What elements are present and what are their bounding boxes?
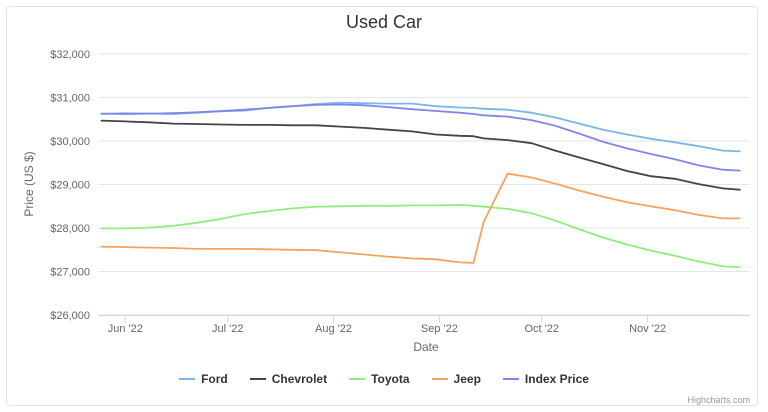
legend-swatch xyxy=(249,378,266,380)
legend-swatch xyxy=(431,378,448,380)
series-line-toyota[interactable] xyxy=(100,204,741,268)
legend-item-jeep[interactable]: Jeep xyxy=(431,372,481,386)
y-tick-label: $29,000 xyxy=(50,180,90,192)
y-tick-label: $27,000 xyxy=(50,267,90,279)
y-tick-label: $28,000 xyxy=(50,223,90,235)
y-tick-label: $32,000 xyxy=(50,49,90,61)
legend-label: Toyota xyxy=(371,372,410,386)
legend-label: Jeep xyxy=(453,372,481,386)
legend-item-toyota[interactable]: Toyota xyxy=(349,372,410,386)
legend-swatch xyxy=(349,378,366,380)
x-tick-label: Sep '22 xyxy=(421,323,458,335)
legend-label: Index Price xyxy=(524,372,589,386)
y-axis-ticks: $26,000 $27,000 $28,000 $29,000 $30,000 $31,0… xyxy=(50,49,90,322)
grid-lines xyxy=(98,53,750,316)
series-line-chevrolet[interactable] xyxy=(100,119,741,191)
legend-item-chevrolet[interactable]: Chevrolet xyxy=(249,372,328,386)
legend: Ford Chevrolet Toyota Jeep Index Price xyxy=(0,372,768,386)
x-tick-label: Nov '22 xyxy=(629,323,666,335)
legend-item-ford[interactable]: Ford xyxy=(179,372,228,386)
chart-title: Used Car xyxy=(345,12,423,32)
x-tick-label: Oct '22 xyxy=(525,323,560,335)
legend-swatch xyxy=(179,378,196,380)
y-tick-label: $31,000 xyxy=(50,93,90,105)
x-tick-label: Jul '22 xyxy=(212,323,243,335)
legend-label: Chevrolet xyxy=(271,372,328,386)
y-axis-title: Price (US $) xyxy=(22,151,36,216)
series-line-jeep[interactable] xyxy=(100,172,741,264)
y-tick-label: $30,000 xyxy=(50,136,90,148)
x-axis-title: Date xyxy=(413,340,439,354)
x-tick-label: Aug '22 xyxy=(315,323,352,335)
x-tick-label: Jun '22 xyxy=(108,323,143,335)
y-tick-label: $26,000 xyxy=(50,310,90,322)
legend-swatch xyxy=(502,378,519,380)
legend-label: Ford xyxy=(201,372,228,386)
series-line-index-price[interactable] xyxy=(100,103,741,172)
x-axis-ticks: Jun '22 Jul '22 Aug '22 Sep '22 Oct '22 Nov '… xyxy=(108,315,666,335)
credits-link[interactable]: Highcharts.com xyxy=(687,395,750,405)
series-lines xyxy=(100,101,741,268)
legend-item-index-price[interactable]: Index Price xyxy=(502,372,589,386)
